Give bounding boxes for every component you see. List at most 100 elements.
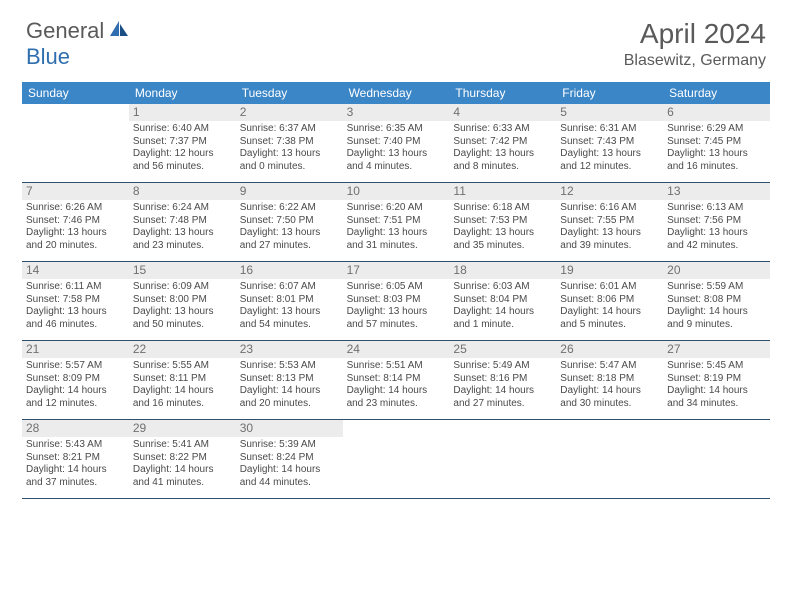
daylight-line: Daylight: 13 hours and 12 minutes.	[560, 148, 659, 173]
day-number: 28	[22, 420, 129, 437]
day-number: 13	[663, 183, 770, 200]
day-number: 6	[663, 104, 770, 121]
day-number: 14	[22, 262, 129, 279]
day-cell: 6Sunrise: 6:29 AMSunset: 7:45 PMDaylight…	[663, 104, 770, 182]
daylight-line: Daylight: 13 hours and 39 minutes.	[560, 227, 659, 252]
sunrise-line: Sunrise: 6:11 AM	[26, 281, 125, 294]
sunset-line: Sunset: 8:14 PM	[347, 373, 446, 386]
week-row: 14Sunrise: 6:11 AMSunset: 7:58 PMDayligh…	[22, 262, 770, 341]
sunrise-line: Sunrise: 6:26 AM	[26, 202, 125, 215]
sunrise-line: Sunrise: 5:59 AM	[667, 281, 766, 294]
sunrise-line: Sunrise: 5:57 AM	[26, 360, 125, 373]
sunset-line: Sunset: 8:13 PM	[240, 373, 339, 386]
week-row: 28Sunrise: 5:43 AMSunset: 8:21 PMDayligh…	[22, 420, 770, 499]
daylight-line: Daylight: 13 hours and 42 minutes.	[667, 227, 766, 252]
sunrise-line: Sunrise: 6:09 AM	[133, 281, 232, 294]
day-number: 8	[129, 183, 236, 200]
day-cell: 3Sunrise: 6:35 AMSunset: 7:40 PMDaylight…	[343, 104, 450, 182]
sunrise-line: Sunrise: 6:03 AM	[453, 281, 552, 294]
sunset-line: Sunset: 7:42 PM	[453, 136, 552, 149]
day-cell: 18Sunrise: 6:03 AMSunset: 8:04 PMDayligh…	[449, 262, 556, 340]
daylight-line: Daylight: 13 hours and 0 minutes.	[240, 148, 339, 173]
day-number: 27	[663, 341, 770, 358]
day-cell: 24Sunrise: 5:51 AMSunset: 8:14 PMDayligh…	[343, 341, 450, 419]
day-number: 29	[129, 420, 236, 437]
sunset-line: Sunset: 8:04 PM	[453, 294, 552, 307]
day-number: 1	[129, 104, 236, 121]
day-cell: 13Sunrise: 6:13 AMSunset: 7:56 PMDayligh…	[663, 183, 770, 261]
sunrise-line: Sunrise: 6:40 AM	[133, 123, 232, 136]
logo-text-blue: Blue	[26, 44, 70, 69]
day-cell: 21Sunrise: 5:57 AMSunset: 8:09 PMDayligh…	[22, 341, 129, 419]
sunrise-line: Sunrise: 5:51 AM	[347, 360, 446, 373]
daylight-line: Daylight: 13 hours and 57 minutes.	[347, 306, 446, 331]
sunrise-line: Sunrise: 6:13 AM	[667, 202, 766, 215]
day-cell: 23Sunrise: 5:53 AMSunset: 8:13 PMDayligh…	[236, 341, 343, 419]
sunrise-line: Sunrise: 6:01 AM	[560, 281, 659, 294]
day-number: 22	[129, 341, 236, 358]
sunset-line: Sunset: 8:21 PM	[26, 452, 125, 465]
sunset-line: Sunset: 7:38 PM	[240, 136, 339, 149]
sunset-line: Sunset: 7:51 PM	[347, 215, 446, 228]
day-number: 17	[343, 262, 450, 279]
day-cell: 20 Sunrise: 5:59 AMSunset: 8:08 PMDayligh…	[663, 262, 770, 340]
day-cell: 26Sunrise: 5:47 AMSunset: 8:18 PMDayligh…	[556, 341, 663, 419]
day-number: 21	[22, 341, 129, 358]
day-cell: 29 Sunrise: 5:41 AMSunset: 8:22 PMDayligh…	[129, 420, 236, 498]
daylight-line: Daylight: 13 hours and 8 minutes.	[453, 148, 552, 173]
location-label: Blasewitz, Germany	[624, 52, 766, 70]
sail-icon	[108, 19, 130, 44]
sunrise-line: Sunrise: 5:49 AM	[453, 360, 552, 373]
sunrise-line: Sunrise: 6:37 AM	[240, 123, 339, 136]
day-cell	[22, 104, 129, 182]
daylight-line: Daylight: 14 hours and 5 minutes.	[560, 306, 659, 331]
daylight-line: Daylight: 14 hours and 34 minutes.	[667, 385, 766, 410]
week-row: 7Sunrise: 6:26 AMSunset: 7:46 PMDaylight…	[22, 183, 770, 262]
sunset-line: Sunset: 8:22 PM	[133, 452, 232, 465]
daylight-line: Daylight: 13 hours and 27 minutes.	[240, 227, 339, 252]
daylight-line: Daylight: 13 hours and 20 minutes.	[26, 227, 125, 252]
sunrise-line: Sunrise: 5:39 AM	[240, 439, 339, 452]
day-number: 23	[236, 341, 343, 358]
sunset-line: Sunset: 8:18 PM	[560, 373, 659, 386]
daylight-line: Daylight: 14 hours and 44 minutes.	[240, 464, 339, 489]
day-number: 20	[663, 262, 770, 279]
sunset-line: Sunset: 7:50 PM	[240, 215, 339, 228]
day-cell: 28Sunrise: 5:43 AMSunset: 8:21 PMDayligh…	[22, 420, 129, 498]
day-cell	[449, 420, 556, 498]
daylight-line: Daylight: 12 hours and 56 minutes.	[133, 148, 232, 173]
daylight-line: Daylight: 13 hours and 16 minutes.	[667, 148, 766, 173]
dow-wednesday: Wednesday	[343, 82, 450, 104]
sunrise-line: Sunrise: 6:22 AM	[240, 202, 339, 215]
header: General April 2024 Blasewitz, Germany	[0, 0, 792, 78]
sunset-line: Sunset: 8:11 PM	[133, 373, 232, 386]
day-cell: 7Sunrise: 6:26 AMSunset: 7:46 PMDaylight…	[22, 183, 129, 261]
daylight-line: Daylight: 14 hours and 16 minutes.	[133, 385, 232, 410]
day-cell: 30Sunrise: 5:39 AMSunset: 8:24 PMDayligh…	[236, 420, 343, 498]
day-number: 10	[343, 183, 450, 200]
daylight-line: Daylight: 13 hours and 46 minutes.	[26, 306, 125, 331]
week-row: 1Sunrise: 6:40 AMSunset: 7:37 PMDaylight…	[22, 104, 770, 183]
daylight-line: Daylight: 14 hours and 41 minutes.	[133, 464, 232, 489]
sunrise-line: Sunrise: 6:24 AM	[133, 202, 232, 215]
daylight-line: Daylight: 14 hours and 9 minutes.	[667, 306, 766, 331]
dow-sunday: Sunday	[22, 82, 129, 104]
daylight-line: Daylight: 14 hours and 20 minutes.	[240, 385, 339, 410]
day-cell: 4 Sunrise: 6:33 AMSunset: 7:42 PMDaylight…	[449, 104, 556, 182]
sunrise-line: Sunrise: 5:45 AM	[667, 360, 766, 373]
day-cell: 2Sunrise: 6:37 AMSunset: 7:38 PMDaylight…	[236, 104, 343, 182]
sunrise-line: Sunrise: 6:31 AM	[560, 123, 659, 136]
sunset-line: Sunset: 8:01 PM	[240, 294, 339, 307]
sunset-line: Sunset: 8:19 PM	[667, 373, 766, 386]
day-number: 5	[556, 104, 663, 121]
sunrise-line: Sunrise: 6:35 AM	[347, 123, 446, 136]
month-title: April 2024	[624, 18, 766, 50]
day-number: 4	[449, 104, 556, 121]
dow-tuesday: Tuesday	[236, 82, 343, 104]
sunrise-line: Sunrise: 5:41 AM	[133, 439, 232, 452]
sunset-line: Sunset: 8:08 PM	[667, 294, 766, 307]
sunrise-line: Sunrise: 6:05 AM	[347, 281, 446, 294]
sunset-line: Sunset: 7:37 PM	[133, 136, 232, 149]
sunrise-line: Sunrise: 6:20 AM	[347, 202, 446, 215]
sunrise-line: Sunrise: 6:33 AM	[453, 123, 552, 136]
